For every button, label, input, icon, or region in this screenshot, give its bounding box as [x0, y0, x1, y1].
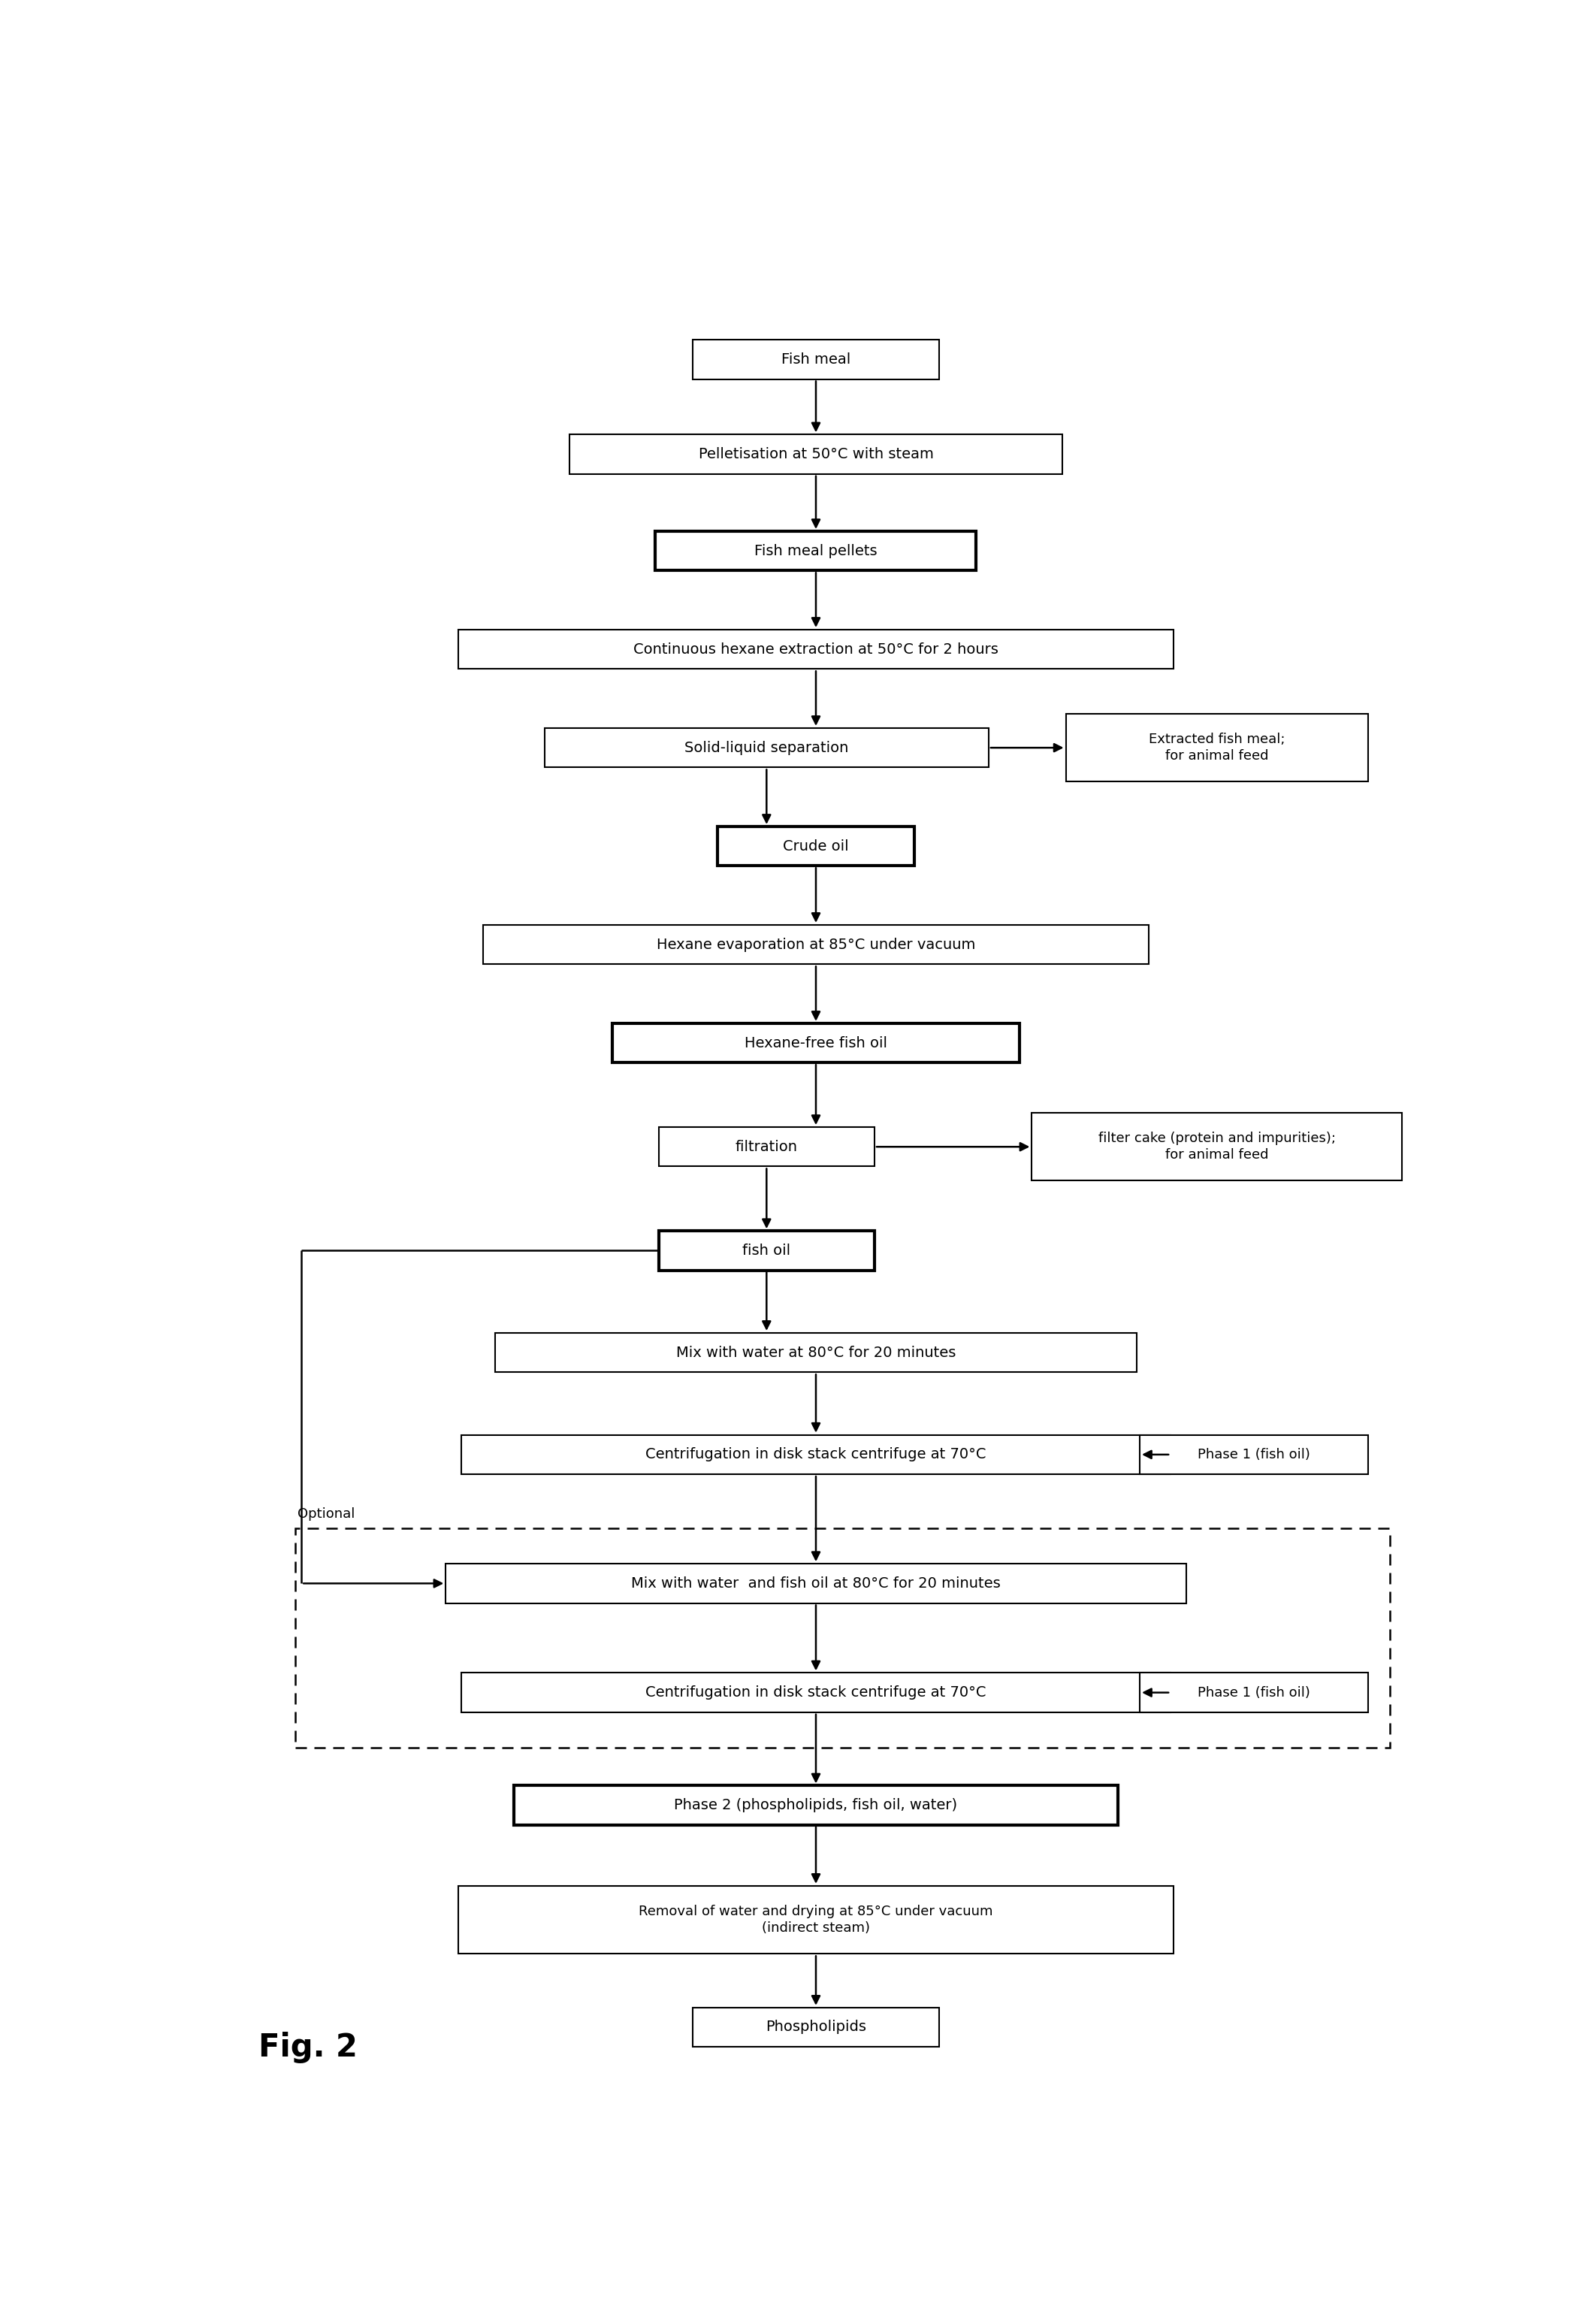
- Text: fish oil: fish oil: [742, 1243, 791, 1257]
- Text: Continuous hexane extraction at 50°C for 2 hours: Continuous hexane extraction at 50°C for…: [634, 641, 998, 655]
- Text: Mix with water at 80°C for 20 minutes: Mix with water at 80°C for 20 minutes: [677, 1346, 955, 1360]
- Text: Hexane evaporation at 85°C under vacuum: Hexane evaporation at 85°C under vacuum: [656, 937, 976, 953]
- Text: Mix with water  and fish oil at 80°C for 20 minutes: Mix with water and fish oil at 80°C for …: [630, 1576, 1001, 1590]
- FancyBboxPatch shape: [1140, 1434, 1368, 1473]
- FancyBboxPatch shape: [659, 1127, 874, 1167]
- Text: Fig. 2: Fig. 2: [258, 2031, 357, 2064]
- FancyBboxPatch shape: [458, 1885, 1173, 1954]
- Text: Fish meal: Fish meal: [782, 353, 850, 367]
- Text: Fish meal pellets: Fish meal pellets: [755, 544, 877, 558]
- Text: Pelletisation at 50°C with steam: Pelletisation at 50°C with steam: [699, 446, 933, 462]
- FancyBboxPatch shape: [482, 925, 1149, 964]
- FancyBboxPatch shape: [462, 1434, 1170, 1473]
- FancyBboxPatch shape: [514, 1785, 1118, 1824]
- FancyBboxPatch shape: [544, 727, 989, 767]
- Text: Hexane-free fish oil: Hexane-free fish oil: [745, 1037, 887, 1050]
- Text: Solid-liquid separation: Solid-liquid separation: [685, 741, 849, 755]
- FancyBboxPatch shape: [716, 827, 914, 867]
- Text: Extracted fish meal;
for animal feed: Extracted fish meal; for animal feed: [1149, 732, 1285, 762]
- FancyBboxPatch shape: [462, 1673, 1170, 1713]
- FancyBboxPatch shape: [446, 1564, 1186, 1604]
- FancyBboxPatch shape: [656, 532, 976, 572]
- Text: Centrifugation in disk stack centrifuge at 70°C: Centrifugation in disk stack centrifuge …: [645, 1685, 987, 1699]
- Text: Phospholipids: Phospholipids: [766, 2020, 866, 2034]
- Text: Crude oil: Crude oil: [783, 839, 849, 853]
- FancyBboxPatch shape: [570, 435, 1063, 474]
- FancyBboxPatch shape: [1140, 1673, 1368, 1713]
- Text: Removal of water and drying at 85°C under vacuum
(indirect steam): Removal of water and drying at 85°C unde…: [638, 1906, 993, 1936]
- Text: Phase 2 (phospholipids, fish oil, water): Phase 2 (phospholipids, fish oil, water): [675, 1799, 957, 1813]
- FancyBboxPatch shape: [495, 1334, 1137, 1371]
- Text: Optional: Optional: [298, 1508, 355, 1520]
- FancyBboxPatch shape: [1032, 1113, 1403, 1181]
- Text: filter cake (protein and impurities);
for animal feed: filter cake (protein and impurities); fo…: [1098, 1132, 1336, 1162]
- Text: Phase 1 (fish oil): Phase 1 (fish oil): [1197, 1448, 1310, 1462]
- Text: Phase 1 (fish oil): Phase 1 (fish oil): [1197, 1685, 1310, 1699]
- FancyBboxPatch shape: [659, 1232, 874, 1271]
- FancyBboxPatch shape: [693, 339, 939, 379]
- FancyBboxPatch shape: [613, 1023, 1019, 1062]
- Text: filtration: filtration: [736, 1139, 798, 1155]
- FancyBboxPatch shape: [458, 630, 1173, 669]
- FancyBboxPatch shape: [1065, 713, 1368, 781]
- FancyBboxPatch shape: [693, 2008, 939, 2047]
- Text: Centrifugation in disk stack centrifuge at 70°C: Centrifugation in disk stack centrifuge …: [645, 1448, 987, 1462]
